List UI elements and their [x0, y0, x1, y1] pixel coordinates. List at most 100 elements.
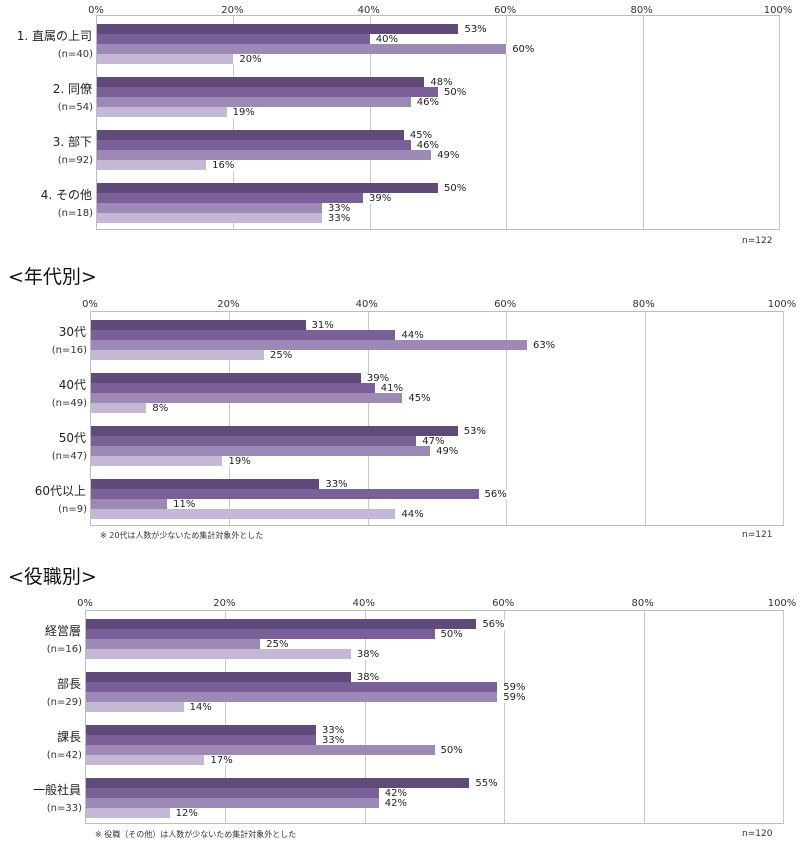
gridline — [644, 312, 646, 525]
footnote: ※ 役職（その他）は人数が少ないため集計対象外とした — [95, 830, 297, 839]
bar — [86, 787, 380, 798]
bar — [91, 349, 265, 360]
data-label: 33% — [326, 203, 353, 215]
bar — [91, 479, 321, 490]
category-n: (n=9) — [58, 504, 87, 516]
bar — [86, 701, 185, 712]
data-label: 56% — [480, 618, 507, 630]
category-label: 1. 直属の上司 — [16, 28, 92, 43]
gridline — [225, 611, 227, 823]
sample-size: n=121 — [742, 530, 773, 540]
data-label: 44% — [399, 329, 426, 341]
bar — [91, 489, 480, 500]
category-n: (n=18) — [57, 208, 93, 220]
data-label: 25% — [268, 349, 295, 361]
data-label: 42% — [382, 797, 409, 809]
gridline — [506, 16, 508, 229]
bar — [97, 96, 412, 107]
category-label: 経営層 — [44, 623, 81, 638]
tick-label: 60% — [492, 598, 515, 609]
tick-label: 80% — [631, 598, 654, 609]
category-n: (n=29) — [46, 696, 82, 708]
bar — [97, 130, 405, 141]
gridline — [369, 16, 371, 229]
bar — [86, 618, 478, 629]
gridline — [642, 16, 644, 229]
data-label: 49% — [435, 150, 462, 162]
bar — [91, 339, 528, 350]
category-n: (n=16) — [46, 643, 82, 655]
bar — [91, 436, 418, 447]
bar — [91, 382, 376, 393]
category-n: (n=54) — [57, 101, 93, 113]
bar — [91, 329, 397, 340]
bar — [91, 509, 397, 520]
bar — [86, 797, 380, 808]
data-label: 38% — [354, 671, 382, 683]
gridline — [783, 312, 784, 525]
data-label: 46% — [414, 140, 441, 152]
category-label: 課長 — [56, 729, 81, 744]
data-label: 33% — [320, 724, 347, 736]
data-label: 49% — [434, 446, 461, 458]
data-label: 16% — [210, 160, 237, 172]
data-label: 31% — [309, 319, 336, 331]
bar — [97, 53, 235, 64]
bar — [86, 807, 171, 818]
data-label: 25% — [264, 638, 291, 650]
data-label: 33% — [323, 479, 350, 491]
gridline — [233, 16, 235, 229]
data-label: 20% — [237, 53, 264, 65]
gridline — [783, 611, 784, 823]
category-n: (n=47) — [51, 451, 87, 463]
bar — [97, 106, 228, 117]
bar — [91, 499, 169, 510]
data-label: 39% — [366, 193, 394, 205]
bar — [97, 43, 508, 54]
data-label: 53% — [461, 426, 488, 438]
bar — [97, 76, 426, 87]
data-label: 50% — [438, 628, 465, 640]
category-label: 4. その他 — [40, 188, 92, 203]
category-label: 50代 — [58, 431, 86, 446]
bar — [91, 319, 307, 330]
bar — [97, 193, 364, 204]
bar — [91, 446, 432, 457]
tick-label: 0% — [88, 5, 104, 16]
category-label: 一般社員 — [32, 782, 81, 797]
data-label: 53% — [462, 23, 489, 35]
data-label: 8% — [150, 402, 171, 414]
data-label: 46% — [414, 96, 441, 108]
category-n: (n=49) — [51, 397, 87, 409]
tick-label: 0% — [77, 598, 93, 609]
data-label: 40% — [373, 33, 401, 45]
data-label: 19% — [230, 106, 257, 118]
bar — [97, 183, 439, 194]
data-label: 56% — [482, 489, 509, 501]
bar — [91, 426, 459, 437]
data-label: 59% — [501, 691, 528, 703]
sample-size: n=120 — [742, 829, 773, 839]
category-label: 2. 同僚 — [52, 81, 92, 96]
tick-label: 100% — [767, 598, 797, 609]
data-label: 47% — [420, 436, 447, 448]
data-label: 44% — [399, 509, 426, 521]
bar — [86, 638, 262, 649]
category-n: (n=16) — [51, 344, 87, 356]
bar — [91, 392, 404, 403]
data-label: 45% — [406, 392, 433, 404]
gridline — [364, 611, 366, 823]
tick-label: 20% — [213, 598, 236, 609]
bar — [97, 140, 412, 151]
bar — [86, 724, 317, 735]
data-label: 55% — [473, 777, 500, 789]
gridline — [367, 312, 369, 525]
plot-area: 31% 44% 63% 25% 39% 41% 45% 8% 53% 47% 49% 19% 33% 56… — [90, 311, 784, 526]
bar — [97, 150, 433, 161]
bar — [97, 160, 208, 171]
sample-size: n=122 — [742, 236, 773, 246]
bar — [91, 402, 148, 413]
gridline — [779, 16, 780, 229]
data-label: 41% — [378, 382, 405, 394]
bar — [86, 628, 436, 639]
